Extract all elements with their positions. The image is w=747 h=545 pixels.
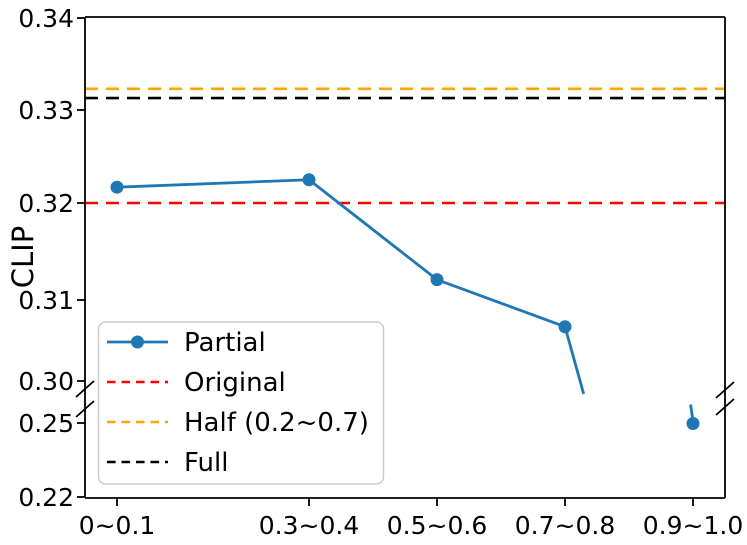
x-tick-label: 0.3~0.4: [259, 511, 359, 540]
partial-data-point: [110, 180, 124, 194]
partial-line-segment-clipped-top: [563, 326, 586, 395]
y-tick-label: 0.34: [18, 4, 74, 33]
partial-line-segment: [308, 178, 438, 281]
axis-break-mark: [75, 400, 95, 418]
axis-break-mark: [715, 381, 735, 399]
legend-label: Original: [184, 368, 286, 398]
y-tick-label: 0.30: [18, 367, 74, 396]
x-tick-label: 0~0.1: [79, 511, 156, 540]
y-tick-label: 0.31: [18, 286, 74, 315]
legend-label: Full: [184, 448, 228, 478]
legend-label: Partial: [184, 328, 266, 358]
x-tick-label: 0.7~0.8: [515, 511, 615, 540]
y-tick-label: 0.33: [18, 96, 74, 125]
y-tick-label: 0.32: [18, 189, 74, 218]
partial-line-segment: [116, 178, 310, 189]
partial-line-segment: [436, 278, 566, 329]
y-tick-label: 0.22: [18, 483, 74, 512]
axis-break-mark: [715, 398, 735, 416]
legend-box: [97, 321, 385, 485]
legend-label: Half (0.2~0.7): [184, 408, 369, 438]
partial-data-point: [430, 273, 444, 287]
x-tick-label: 0.5~0.6: [387, 511, 487, 540]
partial-data-point: [558, 320, 572, 334]
legend-marker-sample: [131, 335, 144, 349]
axis-break-mark: [75, 380, 95, 398]
x-tick-label: 0.9~1.0: [643, 511, 743, 540]
partial-data-point: [302, 173, 316, 187]
partial-data-point: [686, 416, 700, 430]
y-tick-label: 0.25: [18, 409, 74, 438]
y-axis-label: CLIP: [6, 226, 40, 288]
